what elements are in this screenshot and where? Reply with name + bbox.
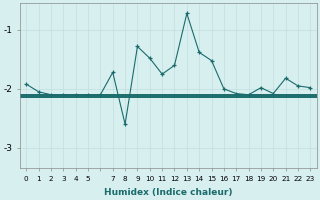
X-axis label: Humidex (Indice chaleur): Humidex (Indice chaleur)	[104, 188, 233, 197]
